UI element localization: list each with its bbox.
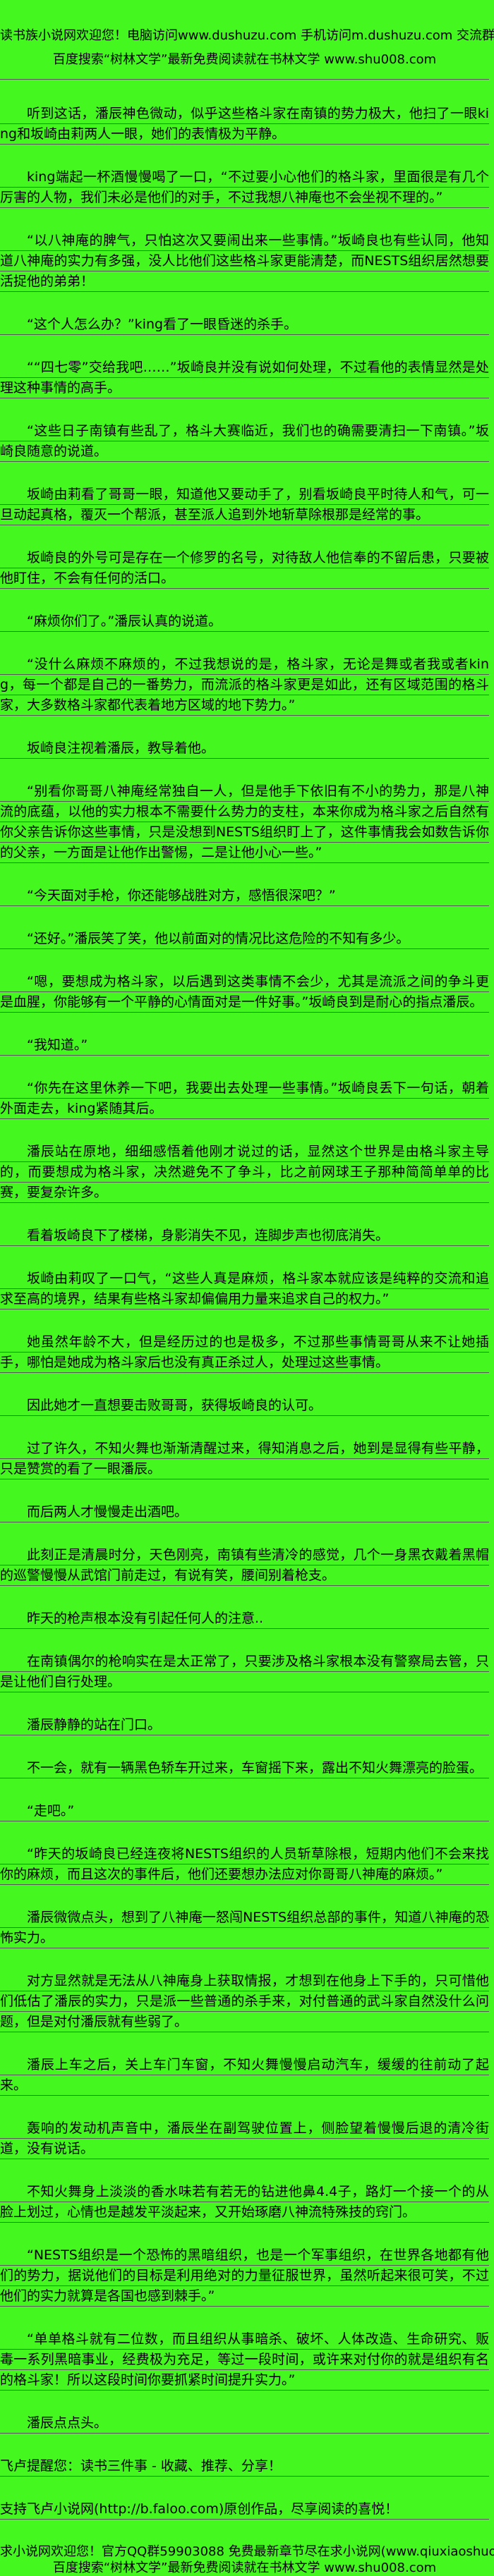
novel-paragraph: 在南镇偶尔的枪响实在是太正常了，只要涉及格斗家根本没有警察局去管，只是让他们自行… — [0, 1652, 489, 1692]
novel-paragraph: 潘辰静静的站在门口。 — [0, 1715, 489, 1735]
novel-paragraph: 因此她才一直想要击败哥哥，获得坂崎良的认可。 — [0, 1396, 489, 1416]
novel-paragraph: 潘辰上车之后，关上车门车窗，不知火舞慢慢启动汽车，缓缓的往前动了起来。 — [0, 2055, 489, 2096]
novel-paragraph: “这个人怎么办？”king看了一眼昏迷的杀手。 — [0, 315, 489, 335]
novel-paragraph: 坂崎良的外号可是存在一个修罗的名号，对待敌人他信奉的不留后患，只要被他盯住，不会… — [0, 548, 489, 589]
novel-paragraph: 不一会，就有一辆黑色轿车开过来，车窗摇下来，露出不知火舞漂亮的脸蛋。 — [0, 1758, 489, 1778]
novel-paragraph: 昨天的枪声根本没有引起任何人的注意.. — [0, 1609, 489, 1629]
novel-paragraph: 此刻正是清晨时分，天色刚亮，南镇有些清冷的感觉，几个一身黑衣戴着黑帽的巡警慢慢从… — [0, 1545, 489, 1586]
notice-line: 支持飞卢小说网(http://b.faloo.com)原创作品，尽享阅读的喜悦！ — [0, 2499, 489, 2520]
novel-paragraph: “麻烦你们了。”潘辰认真的说道。 — [0, 611, 489, 632]
novel-paragraph: 她虽然年龄不大，但是经历过的也是极多，不过那些事情哥哥从来不让她插手，哪怕是她成… — [0, 1332, 489, 1373]
novel-paragraph: king端起一杯酒慢慢喝了一口，“不过要小心他们的格斗家，里面很是有几个厉害的人… — [0, 167, 489, 208]
promo-line-top: 百度搜索“树林文学”最新免费阅读就在书林文学 www.shu008.com — [52, 52, 437, 67]
novel-paragraph: “昨天的坂崎良已经连夜将NESTS组织的人员斩草除根，短期内他们不会来找你的麻烦… — [0, 1844, 489, 1885]
novel-paragraph: “嗯，要想成为格斗家，以后遇到这类事情不会少，尤其是流派之间的争斗更是血腥，你能… — [0, 972, 489, 1013]
promo-line-bottom: 百度搜索“树林文学”最新免费阅读就在书林文学 www.shu008.com — [52, 2560, 437, 2575]
novel-paragraph: 而后两人才慢慢走出酒吧。 — [0, 1502, 489, 1522]
chapter-text: 听到这话，潘辰神色微动，似乎这些格斗家在南镇的势力极大，他扫了一眼king和坂崎… — [0, 104, 489, 2520]
notice-line: 飞卢提醒您：读书三件事 - 收藏、推荐、分享！ — [0, 2456, 489, 2477]
novel-paragraph: “我知道。” — [0, 1035, 489, 1056]
novel-paragraph: 过了许久，不知火舞也渐渐清醒过来，得知消息之后，她到是显得有些平静，只是赞赏的看… — [0, 1439, 489, 1479]
footer-site-line: 求小说网欢迎您！官方QQ群59903088 免费最新章节尽在求小说网(www.q… — [0, 2544, 494, 2559]
novel-paragraph: 轰响的发动机声音中，潘辰坐在副驾驶位置上，侧脸望着慢慢后退的清冷街道，没有说话。 — [0, 2118, 489, 2159]
novel-paragraph: 潘辰站在原地，细细感悟着他刚才说过的话，显然这个世界是由格斗家主导的，而要想成为… — [0, 1142, 489, 1203]
novel-paragraph: “以八神庵的脾气，只怕这次又要闹出来一些事情。”坂崎良也有些认同，他知道八神庵的… — [0, 231, 489, 292]
page-footer: 求小说网欢迎您！官方QQ群59903088 免费最新章节尽在求小说网(www.q… — [0, 2544, 494, 2576]
novel-paragraph: “单单格斗就有二位数，而且组织从事暗杀、破坏、人体改造、生命研究、贩毒一系列黑暗… — [0, 2329, 489, 2391]
novel-paragraph: “还好。”潘辰笑了笑，他以前面对的情况比这危险的不知有多少。 — [0, 929, 489, 949]
novel-paragraph: 潘辰点点头。 — [0, 2413, 489, 2434]
novel-paragraph: 坂崎由莉看了哥哥一眼，知道他又要动手了，别看坂崎良平时待人和气，可一旦动起真格，… — [0, 484, 489, 525]
novel-paragraph: 坂崎由莉叹了一口气，“这些人真是麻烦，格斗家本就应该是纯粹的交流和追求至高的境界… — [0, 1269, 489, 1310]
novel-paragraph: 坂崎良注视着潘辰，教导着他。 — [0, 738, 489, 759]
novel-paragraph: “你先在这里休养一下吧，我要出去处理一些事情。”坂崎良丢下一句话，朝着外面走去，… — [0, 1078, 489, 1119]
novel-paragraph: 对方显然就是无法从八神庵身上获取情报，才想到在他身上下手的，只可惜他们低估了潘辰… — [0, 1971, 489, 2032]
novel-paragraph: 潘辰微微点头，想到了八神庵一怒闯NESTS组织总部的事件，知道八神庵的恐怖实力。 — [0, 1907, 489, 1948]
novel-paragraph: “没什么麻烦不麻烦的，不过我想说的是，格斗家，无论是舞或者我或者king，每一个… — [0, 654, 489, 716]
novel-paragraph: “今天面对手枪，你还能够战胜对方，感悟很深吧？” — [0, 886, 489, 906]
novel-paragraph: “这些日子南镇有些乱了，格斗大赛临近，我们也的确需要清扫一下南镇。”坂崎良随意的… — [0, 421, 489, 462]
novel-paragraph: “别看你哥哥八神庵经常独自一人，但是他手下依旧有不小的势力，那是八神流的底蕴，以… — [0, 781, 489, 863]
novel-paragraph: “NESTS组织是一个恐怖的黑暗组织，也是一个军事组织，在世界各地都有他们的势力… — [0, 2245, 489, 2307]
novel-paragraph: “走吧。” — [0, 1801, 489, 1821]
novel-paragraph: 听到这话，潘辰神色微动，似乎这些格斗家在南镇的势力极大，他扫了一眼king和坂崎… — [0, 104, 489, 145]
novel-paragraph: 不知火舞身上淡淡的香水味若有若无的钻进他鼻4.4子，路灯一个接一个的从脸上划过，… — [0, 2182, 489, 2223]
site-welcome-line: 读书族小说网欢迎您！电脑访问www.dushuzu.com 手机访问m.dush… — [0, 28, 494, 43]
novel-paragraph: 看着坂崎良下了楼梯，身影消失不见，连脚步声也彻底消失。 — [0, 1226, 489, 1246]
header-divider — [0, 79, 489, 80]
novel-paragraph: ““四七零”交给我吧……”坂崎良并没有说如何处理，不过看他的表情显然是处理这种事… — [0, 358, 489, 398]
